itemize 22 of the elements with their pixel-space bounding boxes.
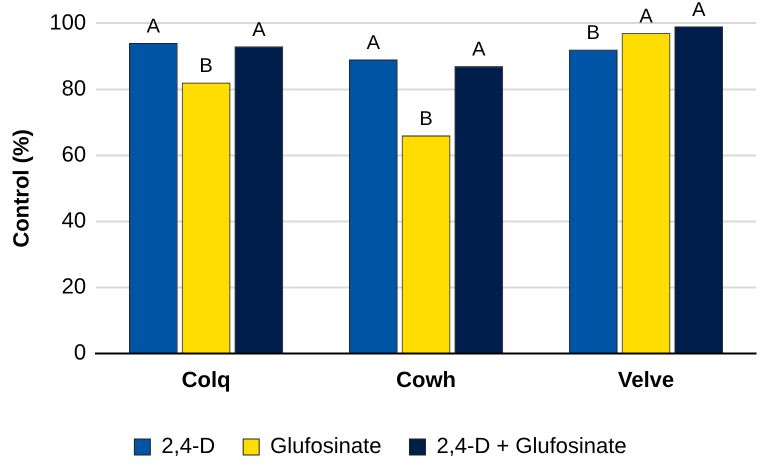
data-label: A xyxy=(146,16,161,38)
x-tick-label: Cowh xyxy=(396,366,456,392)
y-axis-title: Control (%) xyxy=(8,129,34,248)
data-label: A xyxy=(639,6,654,28)
y-tick-label: 40 xyxy=(62,208,86,233)
x-tick-label: Colq xyxy=(182,366,231,392)
legend-label: 2,4-D xyxy=(161,433,216,458)
y-tick-label: 100 xyxy=(49,9,86,34)
x-tick-label: Velve xyxy=(618,366,674,392)
y-tick-label: 80 xyxy=(62,75,86,100)
data-label: B xyxy=(199,55,213,78)
y-tick-label: 0 xyxy=(74,340,86,365)
data-label: A xyxy=(692,0,706,22)
data-label: B xyxy=(586,22,600,44)
y-tick-label: 20 xyxy=(62,274,86,299)
y-tick-label: 60 xyxy=(62,141,86,166)
data-label: B xyxy=(419,108,433,130)
data-label: A xyxy=(252,18,266,41)
data-label: A xyxy=(366,32,381,54)
legend-label: Glufosinate xyxy=(270,433,382,458)
data-label: A xyxy=(472,38,486,61)
legend-label: 2,4-D + Glufosinate xyxy=(436,433,627,458)
